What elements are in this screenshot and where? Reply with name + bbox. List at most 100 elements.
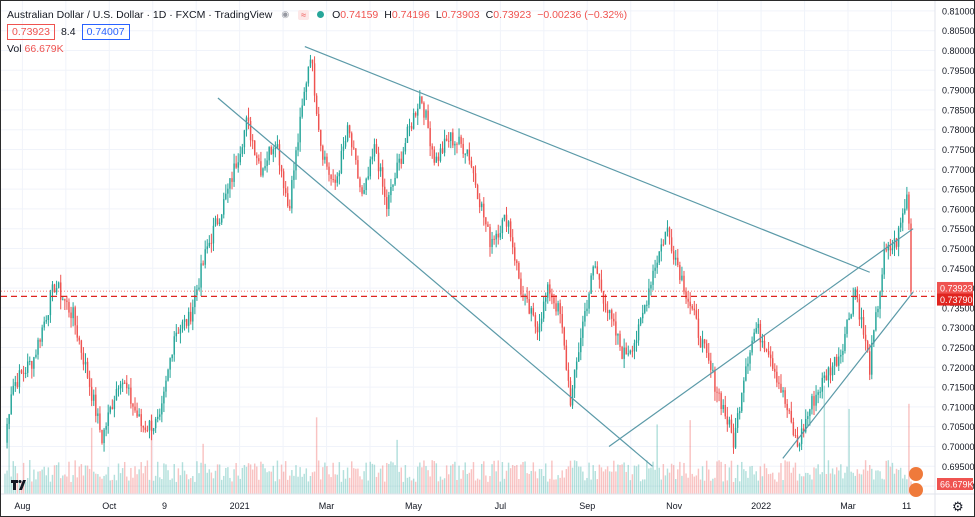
volume-bar bbox=[272, 465, 275, 494]
volume-bar bbox=[582, 471, 584, 494]
candle-body bbox=[460, 136, 462, 144]
candle-body bbox=[617, 333, 619, 336]
volume-bar bbox=[846, 466, 848, 494]
candle-body bbox=[887, 244, 890, 251]
candle-body bbox=[889, 244, 892, 251]
candle-body bbox=[780, 383, 782, 393]
candle-body bbox=[41, 327, 43, 342]
volume-bar bbox=[357, 468, 359, 494]
volume-bar bbox=[245, 466, 248, 494]
volume-bar bbox=[829, 473, 832, 494]
candle-body bbox=[274, 147, 277, 150]
volume-bar bbox=[763, 463, 766, 494]
volume-bar bbox=[74, 460, 76, 494]
volume-bar bbox=[105, 474, 107, 494]
sell-price-button[interactable]: 0.73923 bbox=[7, 23, 55, 40]
candle-body bbox=[518, 263, 520, 279]
volume-bar bbox=[821, 472, 823, 494]
candle-body bbox=[710, 360, 712, 370]
candle-body bbox=[619, 333, 621, 347]
dot-icon[interactable]: ≈ bbox=[298, 9, 310, 20]
volume-bar bbox=[675, 479, 677, 494]
volume-bar bbox=[253, 463, 256, 494]
candle-body bbox=[782, 390, 784, 393]
time-tick-label: 11 bbox=[902, 501, 911, 511]
candle-body bbox=[462, 143, 464, 154]
volume-bar bbox=[435, 463, 438, 494]
candle-body bbox=[536, 326, 539, 333]
volume-bar bbox=[99, 476, 101, 494]
candle-body bbox=[132, 403, 134, 407]
volume-bar bbox=[342, 470, 345, 494]
volume-label[interactable]: Vol 66.679K bbox=[7, 42, 64, 55]
volume-bar bbox=[313, 471, 316, 494]
candle-body bbox=[821, 377, 823, 392]
volume-bar bbox=[171, 478, 173, 494]
candle-body bbox=[390, 187, 392, 196]
candle-body bbox=[530, 308, 532, 314]
candle-body bbox=[544, 297, 547, 302]
volume-bar bbox=[289, 475, 291, 494]
candle-body bbox=[505, 214, 508, 227]
candle-body bbox=[175, 332, 178, 337]
volume-bar bbox=[165, 464, 167, 494]
volume-bar bbox=[148, 479, 151, 494]
candle-body bbox=[315, 95, 318, 114]
level-price-label-bg bbox=[937, 293, 973, 306]
price-tick-label: 0.70000 bbox=[942, 442, 974, 452]
volume-row: Vol 66.679K bbox=[7, 40, 627, 57]
volume-bar bbox=[547, 481, 549, 494]
candle-body bbox=[695, 310, 698, 319]
last-price-label-bg bbox=[937, 281, 973, 294]
volume-bar bbox=[730, 460, 733, 494]
candle-body bbox=[856, 289, 859, 299]
event-badge-icon[interactable] bbox=[909, 467, 923, 481]
candle-body bbox=[414, 113, 417, 116]
time-tick-label: Oct bbox=[102, 501, 117, 511]
eye-icon[interactable]: ◉ bbox=[281, 9, 290, 19]
candle-body bbox=[549, 284, 551, 294]
candle-body bbox=[350, 133, 353, 148]
volume-bar bbox=[854, 475, 857, 494]
candle-body bbox=[39, 339, 41, 342]
candle-body bbox=[823, 375, 826, 378]
candle-body bbox=[540, 318, 543, 324]
candle-body bbox=[681, 275, 683, 280]
volume-bar bbox=[670, 463, 673, 494]
price-tick-label: 0.75000 bbox=[942, 244, 974, 254]
volume-bar bbox=[239, 478, 241, 494]
candle-body bbox=[425, 110, 427, 118]
candle-body bbox=[204, 249, 206, 265]
volume-bar bbox=[796, 480, 799, 494]
tradingview-logo-icon[interactable] bbox=[10, 477, 28, 493]
candle-body bbox=[819, 391, 821, 393]
candle-body bbox=[520, 278, 522, 295]
volume-bar bbox=[544, 463, 547, 494]
volume-bar bbox=[871, 468, 873, 494]
event-badge-icon-2[interactable] bbox=[909, 483, 923, 497]
candle-body bbox=[670, 237, 673, 252]
buy-price-button[interactable]: 0.74007 bbox=[81, 23, 130, 40]
gear-icon[interactable]: ⚙ bbox=[952, 499, 964, 514]
symbol-title[interactable]: Australian Dollar / U.S. Dollar · 1D · F… bbox=[7, 8, 273, 21]
volume-bar bbox=[206, 472, 208, 494]
candle-body bbox=[340, 150, 343, 174]
volume-bar bbox=[396, 439, 398, 494]
volume-bar bbox=[805, 472, 807, 494]
candle-body bbox=[873, 330, 875, 344]
volume-bar bbox=[495, 471, 497, 494]
volume-bar bbox=[121, 468, 124, 494]
volume-bar bbox=[864, 460, 867, 494]
candle-body bbox=[324, 156, 326, 160]
volume-bar bbox=[881, 478, 883, 494]
candle-body bbox=[807, 416, 809, 420]
volume-bar bbox=[743, 469, 745, 494]
candle-body bbox=[163, 391, 165, 404]
volume-bar bbox=[710, 480, 712, 494]
volume-bar bbox=[683, 462, 685, 494]
price-tick-label: 0.75500 bbox=[942, 224, 974, 234]
volume-bar bbox=[573, 460, 576, 494]
volume-bar bbox=[26, 477, 29, 494]
volume-bar bbox=[388, 463, 390, 494]
